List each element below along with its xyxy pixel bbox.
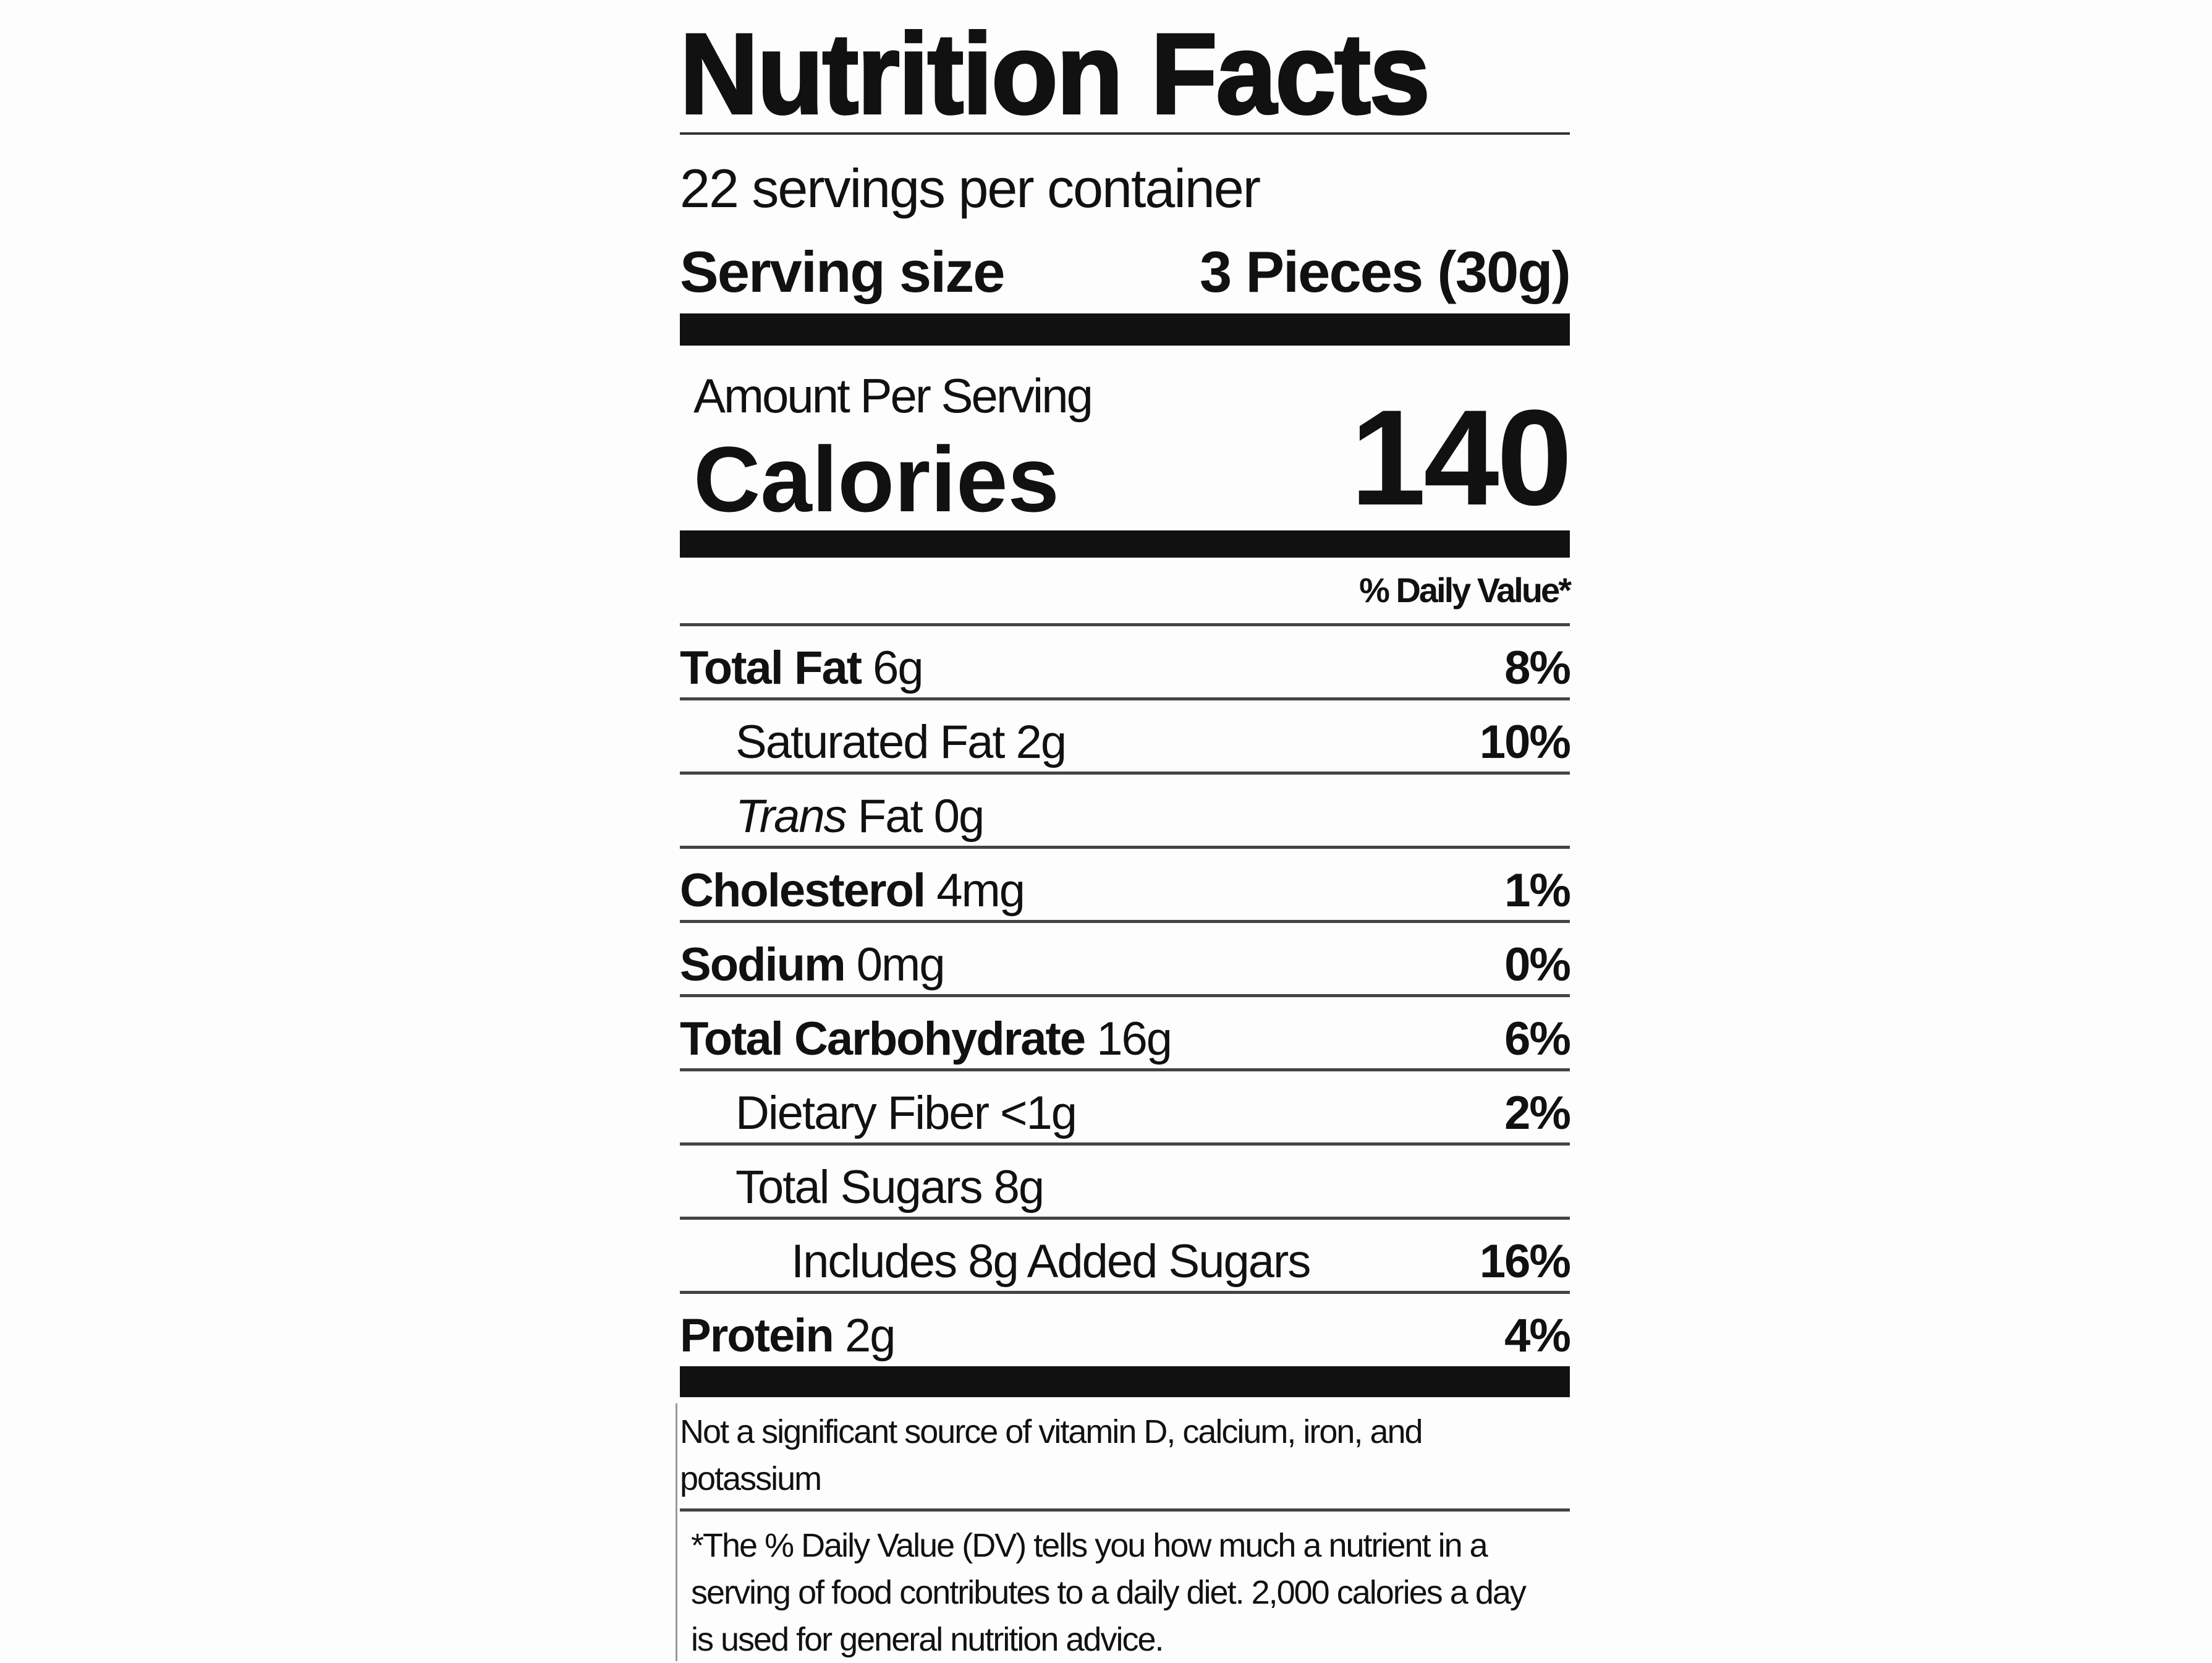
footnote-vitamins: Not a significant source of vitamin D, c… (680, 1413, 1423, 1497)
nutrient-dv: 2% (1504, 1087, 1571, 1139)
serving-size-label: Serving size (680, 239, 1006, 304)
label-title: Nutrition Facts (679, 9, 1431, 139)
nutrient-amount: 6g (873, 642, 924, 694)
nutrient-name: Includes 8g Added Sugars (791, 1235, 1311, 1288)
nutrient-name-suffix: Fat (857, 790, 923, 843)
thick-divider (680, 1366, 1570, 1397)
nutrient-dv: 16% (1479, 1235, 1571, 1288)
daily-value-header: % Daily Value* (1359, 571, 1572, 610)
nutrient-row-added-sugars: Includes 8g Added Sugars 16% (680, 1217, 1571, 1291)
left-border (676, 1403, 677, 1661)
nutrient-dv: 0% (1504, 938, 1571, 991)
nutrient-name: Protein (680, 1309, 834, 1362)
nutrient-dv: 6% (1504, 1013, 1571, 1065)
nutrient-name: Total Sugars (735, 1161, 983, 1214)
nutrient-row-total-sugars: Total Sugars 8g (680, 1142, 1570, 1217)
thick-divider (680, 313, 1570, 346)
nutrient-row-cholesterol: Cholesterol 4mg 1% (680, 846, 1571, 920)
nutrient-amount: 2g (844, 1309, 896, 1362)
nutrient-dv: 1% (1504, 864, 1571, 917)
nutrient-dv: 8% (1504, 642, 1571, 694)
nutrient-name: Saturated Fat (735, 716, 1005, 768)
footnote-daily-value: *The % Daily Value (DV) tells you how mu… (691, 1527, 1527, 1658)
nutrient-row-saturated-fat: Saturated Fat 2g 10% (680, 697, 1571, 772)
nutrient-name: Total Carbohydrate (680, 1013, 1086, 1065)
divider (680, 1508, 1570, 1512)
nutrient-row-protein: Protein 2g 4% (680, 1291, 1571, 1365)
nutrient-row-trans-fat: Trans Fat 0g (680, 772, 1570, 846)
amount-per-serving: Amount Per Serving (693, 368, 1093, 423)
nutrient-dv: 10% (1479, 716, 1571, 768)
serving-size-value: 3 Pieces (30g) (1199, 239, 1571, 304)
nutrient-amount: 16g (1096, 1013, 1172, 1065)
nutrient-amount: 4mg (936, 864, 1025, 917)
divider (680, 132, 1570, 135)
nutrient-row-total-fat: Total Fat 6g 8% (680, 623, 1571, 697)
nutrient-amount: 8g (993, 1161, 1045, 1214)
servings-per-container: 22 servings per container (680, 158, 1261, 219)
nutrient-amount: 0g (933, 790, 985, 843)
nutrient-amount: <1g (1000, 1087, 1077, 1139)
nutrition-facts-label: Nutrition Facts 22 servings per containe… (679, 0, 1572, 1661)
nutrient-name: Trans (735, 790, 847, 843)
calories-label: Calories (693, 427, 1059, 531)
nutrient-amount: 0mg (856, 938, 946, 991)
calories-value: 140 (1350, 381, 1572, 534)
nutrient-amount: 2g (1015, 716, 1067, 768)
nutrient-name: Total Fat (680, 642, 862, 694)
nutrient-name: Dietary Fiber (735, 1087, 989, 1139)
thick-divider (680, 530, 1570, 558)
nutrient-dv: 4% (1504, 1309, 1571, 1362)
nutrient-name: Sodium (680, 938, 846, 991)
serving-size: Serving size 3 Pieces (30g) (680, 238, 1571, 306)
nutrient-row-sodium: Sodium 0mg 0% (680, 920, 1571, 994)
nutrient-row-total-carbohydrate: Total Carbohydrate 16g 6% (680, 994, 1571, 1068)
nutrient-row-dietary-fiber: Dietary Fiber <1g 2% (680, 1068, 1571, 1142)
nutrient-name: Cholesterol (680, 864, 926, 917)
